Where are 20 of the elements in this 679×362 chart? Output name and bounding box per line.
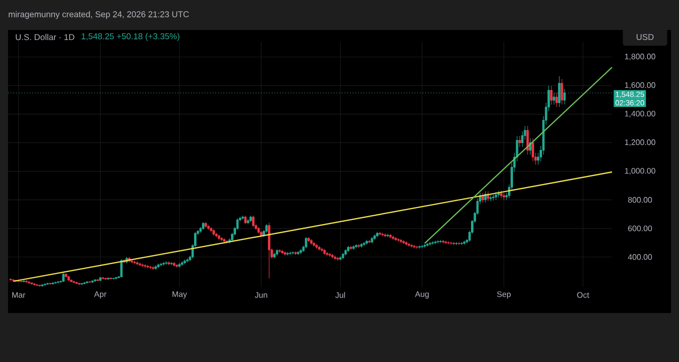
x-tick-label: Aug <box>415 291 429 299</box>
y-tick-label: 1,200.00 <box>625 139 656 146</box>
chart-title: U.S. Dollar · 1D <box>16 34 74 40</box>
x-tick-label: Apr <box>94 291 106 299</box>
x-tick-label: Mar <box>12 292 26 298</box>
y-tick-label: 600.00 <box>628 226 652 232</box>
y-tick-label: 1,800.00 <box>625 54 656 60</box>
x-tick-label: May <box>172 291 187 299</box>
y-tick-label: 1,600.00 <box>625 82 656 89</box>
text: miragemunny created, Sep 24, 2026 21:23 UTC <box>8 11 189 19</box>
x-tick-label: Sep <box>497 291 511 299</box>
x-tick-label: Jun <box>254 292 268 298</box>
y-tick-label: 800.00 <box>628 197 652 203</box>
x-tick-label: Jul <box>335 292 345 298</box>
y-tick-label: 1,400.00 <box>625 110 656 118</box>
y-axis-title: USD <box>636 34 654 40</box>
x-tick-label: Oct <box>577 292 590 298</box>
y-tick-label: 1,000.00 <box>625 168 656 175</box>
y-tick-label: 400.00 <box>628 254 652 260</box>
chart-subtitle: 1,548.25 +50.18 (+3.35%) <box>82 33 180 41</box>
